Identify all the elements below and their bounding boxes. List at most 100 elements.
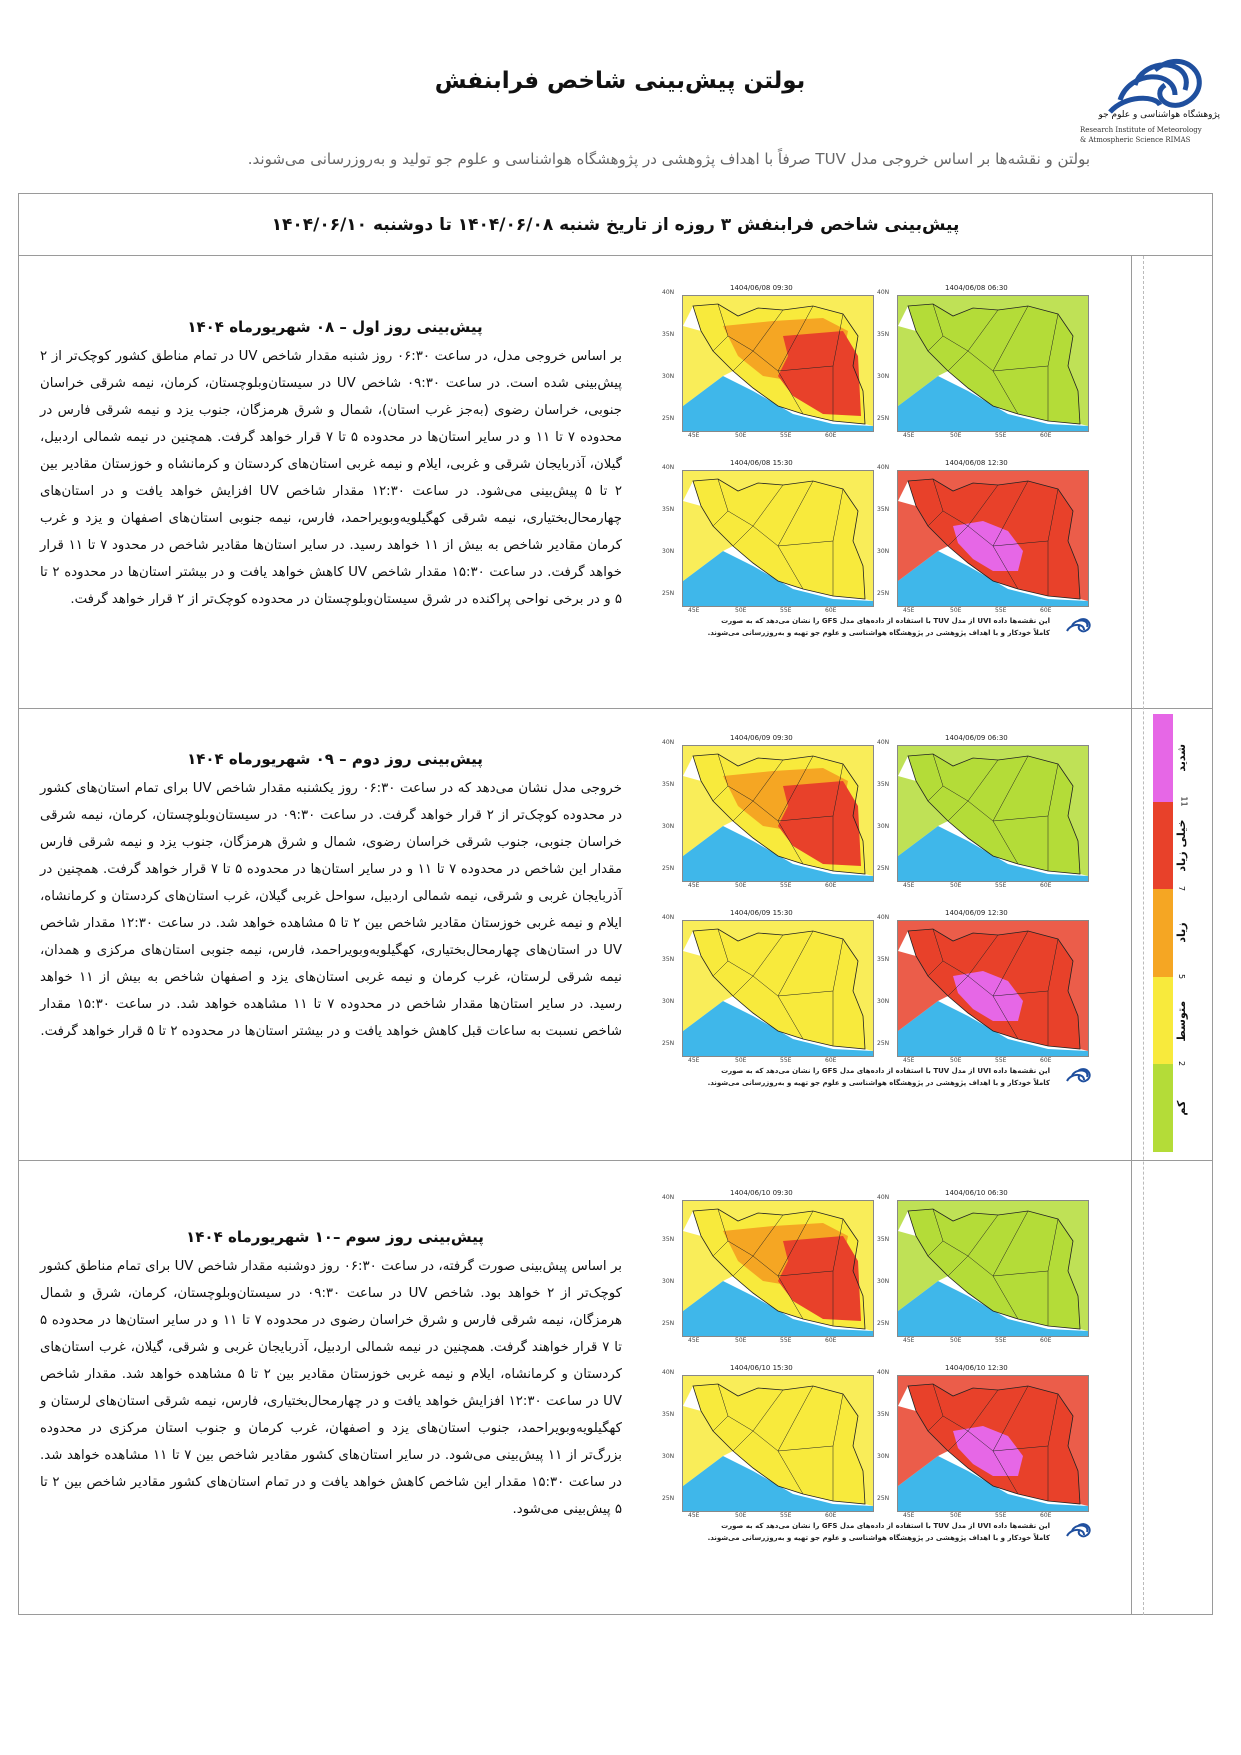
day-1-map-panel: 1404/06/08 06:30 40N 35N 30N 25N 45E 50E 55E 60E… <box>640 284 1110 655</box>
logo-text-fa: پژوهشگاه هواشناسی و علوم جو <box>1098 110 1220 120</box>
map-lat-label: 25N <box>877 1320 890 1327</box>
map-lat-label: 30N <box>877 1278 890 1285</box>
map-timestamp: 1404/06/09 09:30 <box>730 734 793 742</box>
legend-label: خیلی زیاد <box>1175 819 1188 872</box>
map-timestamp: 1404/06/08 12:30 <box>945 459 1008 467</box>
rimas-logo-small <box>1060 1518 1100 1548</box>
map-timestamp: 1404/06/09 06:30 <box>945 734 1008 742</box>
map-lon-label: 55E <box>995 1337 1007 1344</box>
map-lat-label: 40N <box>877 289 890 296</box>
legend-swatch <box>1153 801 1173 890</box>
logo-text-en: Research Institute of Meteorology <box>1080 126 1202 134</box>
column-divider <box>1131 256 1132 1615</box>
map-lon-label: 50E <box>950 1057 962 1064</box>
map-lon-label: 60E <box>825 882 837 889</box>
map-lat-label: 30N <box>662 823 675 830</box>
legend-label: متوسط <box>1175 1000 1188 1041</box>
map-lat-label: 40N <box>662 289 675 296</box>
map-lat-label: 35N <box>877 506 890 513</box>
map-lon-label: 45E <box>688 882 700 889</box>
day-3-map-panel: 1404/06/10 06:30 40N 35N 30N 25N 45E 50E 55E 60E… <box>640 1189 1110 1560</box>
logo-text-en-2: & Atmospheric Science RIMAS <box>1080 136 1191 144</box>
map-lon-label: 55E <box>995 607 1007 614</box>
map-lat-label: 40N <box>877 464 890 471</box>
map-lon-label: 55E <box>780 432 792 439</box>
uv-map: 1404/06/10 15:30 40N 35N 30N 25N 45E 50E 55E 60E <box>660 1364 875 1525</box>
map-lon-label: 60E <box>1040 1512 1052 1519</box>
map-lat-label: 30N <box>877 1453 890 1460</box>
day-3-heading: پیش‌بینی روز سوم –۱۰ شهریورماه ۱۴۰۴ <box>186 1228 484 1246</box>
map-lon-label: 45E <box>688 432 700 439</box>
map-lat-label: 40N <box>662 739 675 746</box>
map-lat-label: 35N <box>662 956 675 963</box>
bulletin-frame <box>18 193 1213 1615</box>
bulletin-heading: پیش‌بینی شاخص فرابنفش ۳ روزه از تاریخ شن… <box>19 194 1212 256</box>
uv-map: 1404/06/08 15:30 40N 35N 30N 25N 45E 50E 55E 60E <box>660 459 875 620</box>
map-lat-label: 30N <box>877 998 890 1005</box>
map-lon-label: 55E <box>780 882 792 889</box>
uv-map: 1404/06/10 09:30 40N 35N 30N 25N 45E 50E 55E 60E <box>660 1189 875 1350</box>
map-caption-line: این نقشه‌ها داده UVI از مدل TUV با استفا… <box>721 1067 1050 1075</box>
column-divider-dashed <box>1143 256 1144 1615</box>
page-subtitle: بولتن و نقشه‌ها بر اساس خروجی مدل TUV صر… <box>247 150 1090 168</box>
map-lon-label: 50E <box>950 1337 962 1344</box>
day-3-text: بر اساس پیش‌بینی صورت گرفته، در ساعت ۰۶:… <box>40 1259 623 1517</box>
map-lon-label: 60E <box>1040 882 1052 889</box>
map-lon-label: 50E <box>735 432 747 439</box>
map-lon-label: 55E <box>995 432 1007 439</box>
uv-map: 1404/06/09 09:30 40N 35N 30N 25N 45E 50E 55E 60E <box>660 734 875 895</box>
day-2-map-panel: 1404/06/09 06:30 40N 35N 30N 25N 45E 50E 55E 60E… <box>640 734 1110 1105</box>
uv-map-image <box>897 1375 1089 1512</box>
rimas-logo-small <box>1060 1063 1100 1093</box>
map-lat-label: 35N <box>662 1411 675 1418</box>
map-timestamp: 1404/06/10 12:30 <box>945 1364 1008 1372</box>
map-lon-label: 50E <box>735 1057 747 1064</box>
uv-map: 1404/06/09 06:30 40N 35N 30N 25N 45E 50E 55E 60E <box>875 734 1090 895</box>
map-caption-line: این نقشه‌ها داده UVI از مدل TUV با استفا… <box>721 617 1050 625</box>
uv-map: 1404/06/08 06:30 40N 35N 30N 25N 45E 50E 55E 60E <box>875 284 1090 445</box>
map-lon-label: 45E <box>903 1337 915 1344</box>
map-lat-label: 30N <box>662 1453 675 1460</box>
map-lon-label: 50E <box>950 432 962 439</box>
map-lon-label: 50E <box>950 607 962 614</box>
map-lon-label: 45E <box>903 882 915 889</box>
map-timestamp: 1404/06/08 09:30 <box>730 284 793 292</box>
map-lon-label: 45E <box>688 1512 700 1519</box>
map-lon-label: 50E <box>735 607 747 614</box>
map-lon-label: 60E <box>1040 432 1052 439</box>
legend-swatch <box>1153 1064 1173 1152</box>
uv-map-image <box>682 920 874 1057</box>
map-lon-label: 60E <box>825 1512 837 1519</box>
map-lat-label: 30N <box>662 548 675 555</box>
map-lat-label: 25N <box>662 865 675 872</box>
legend-threshold: 11 <box>1179 796 1189 807</box>
map-lat-label: 35N <box>662 331 675 338</box>
uv-map: 1404/06/09 12:30 40N 35N 30N 25N 45E 50E 55E 60E <box>875 909 1090 1070</box>
map-lat-label: 40N <box>662 1369 675 1376</box>
rimas-logo <box>1108 58 1202 114</box>
map-lat-label: 40N <box>662 1194 675 1201</box>
day-1-heading: پیش‌بینی روز اول – ۰۸ شهریورماه ۱۴۰۴ <box>187 318 483 336</box>
map-lon-label: 45E <box>903 1512 915 1519</box>
uv-legend: شدید خیلی زیاد زیاد متوسط کم 11 7 5 2 <box>1153 714 1193 1152</box>
map-lat-label: 25N <box>877 1040 890 1047</box>
map-lat-label: 35N <box>877 331 890 338</box>
legend-swatch <box>1153 714 1173 802</box>
uv-map-image <box>682 295 874 432</box>
map-lat-label: 35N <box>877 956 890 963</box>
map-lon-label: 60E <box>825 432 837 439</box>
uv-map-image <box>897 470 1089 607</box>
section-divider <box>19 708 1212 709</box>
map-timestamp: 1404/06/09 15:30 <box>730 909 793 917</box>
map-lat-label: 30N <box>877 548 890 555</box>
map-lon-label: 55E <box>780 1512 792 1519</box>
legend-label: زیاد <box>1175 922 1188 944</box>
uv-map-image <box>897 295 1089 432</box>
map-lon-label: 55E <box>780 1337 792 1344</box>
section-divider <box>19 1160 1212 1161</box>
map-lat-label: 30N <box>662 998 675 1005</box>
legend-swatch <box>1153 976 1173 1065</box>
map-lat-label: 35N <box>877 1411 890 1418</box>
map-lon-label: 60E <box>825 1057 837 1064</box>
map-lat-label: 40N <box>662 464 675 471</box>
